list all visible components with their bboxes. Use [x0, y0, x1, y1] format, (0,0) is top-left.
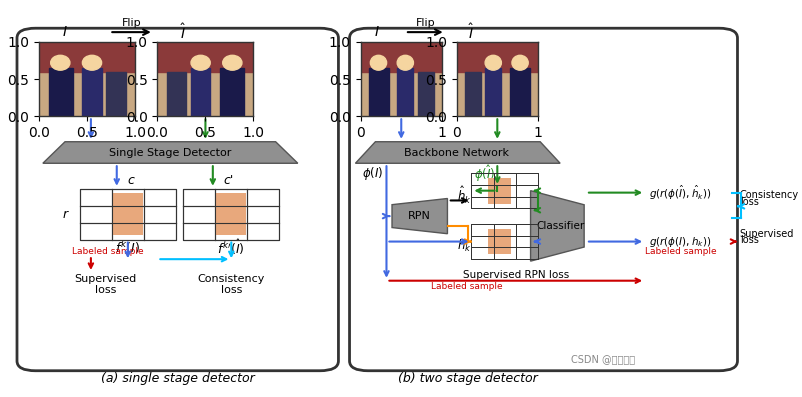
- Bar: [79, 189, 176, 240]
- Text: Labeled sample: Labeled sample: [72, 247, 144, 256]
- Text: $g(r(\phi(I), h_k))$: $g(r(\phi(I), h_k))$: [648, 235, 711, 249]
- Text: $g(r(\phi(\hat{I}), \hat{h}_k))$: $g(r(\phi(\hat{I}), \hat{h}_k))$: [648, 183, 711, 202]
- Text: Backbone Network: Backbone Network: [403, 148, 508, 158]
- Text: $\hat{I}$: $\hat{I}$: [468, 23, 474, 42]
- Text: $f^{k\prime}(\hat{I})$: $f^{k\prime}(\hat{I})$: [217, 238, 245, 257]
- Bar: [488, 229, 510, 254]
- Text: (a) single stage detector: (a) single stage detector: [101, 372, 255, 385]
- Text: CSDN @交换喜悲: CSDN @交换喜悲: [570, 354, 634, 364]
- Text: loss: loss: [739, 235, 758, 245]
- Bar: [471, 224, 537, 259]
- Text: $I$: $I$: [62, 25, 68, 39]
- Polygon shape: [530, 191, 583, 261]
- Bar: [471, 173, 537, 208]
- Text: Supervised
loss: Supervised loss: [75, 274, 136, 295]
- Text: Flip: Flip: [122, 18, 141, 28]
- Bar: [79, 189, 176, 240]
- Text: Supervised RPN loss: Supervised RPN loss: [462, 270, 568, 280]
- Polygon shape: [355, 142, 560, 163]
- Text: Flip: Flip: [415, 18, 435, 28]
- Polygon shape: [43, 142, 298, 163]
- Text: $\hat{h}_k$: $\hat{h}_k$: [456, 185, 471, 206]
- Text: loss: loss: [739, 197, 758, 207]
- Text: Labeled sample: Labeled sample: [644, 247, 716, 256]
- Bar: [488, 178, 510, 204]
- FancyBboxPatch shape: [17, 28, 338, 371]
- Text: $\phi(I)$: $\phi(I)$: [362, 164, 383, 181]
- Text: $I$: $I$: [374, 25, 379, 39]
- Bar: [215, 193, 245, 235]
- Text: (b) two stage detector: (b) two stage detector: [397, 372, 537, 385]
- Text: Single Stage Detector: Single Stage Detector: [108, 148, 231, 158]
- Bar: [471, 224, 537, 259]
- Bar: [111, 193, 143, 235]
- Text: c: c: [128, 174, 135, 187]
- Text: Classifier: Classifier: [536, 221, 584, 231]
- Text: Supervised: Supervised: [739, 229, 793, 239]
- Text: $\hat{I}$: $\hat{I}$: [180, 23, 186, 42]
- Bar: [183, 189, 279, 240]
- Text: RPN: RPN: [407, 211, 431, 221]
- Text: c': c': [224, 174, 234, 187]
- Text: Consistency
loss: Consistency loss: [197, 274, 265, 295]
- Text: $\phi(\hat{I})$: $\phi(\hat{I})$: [473, 162, 495, 183]
- Text: $h_k$: $h_k$: [456, 238, 471, 254]
- Text: r: r: [63, 208, 67, 221]
- Bar: [183, 189, 279, 240]
- Text: Labeled sample: Labeled sample: [431, 282, 502, 291]
- FancyBboxPatch shape: [349, 28, 736, 371]
- Text: $f^k(I)$: $f^k(I)$: [115, 239, 140, 256]
- Text: Consistency: Consistency: [739, 190, 798, 200]
- Bar: [471, 173, 537, 208]
- Polygon shape: [391, 198, 447, 234]
